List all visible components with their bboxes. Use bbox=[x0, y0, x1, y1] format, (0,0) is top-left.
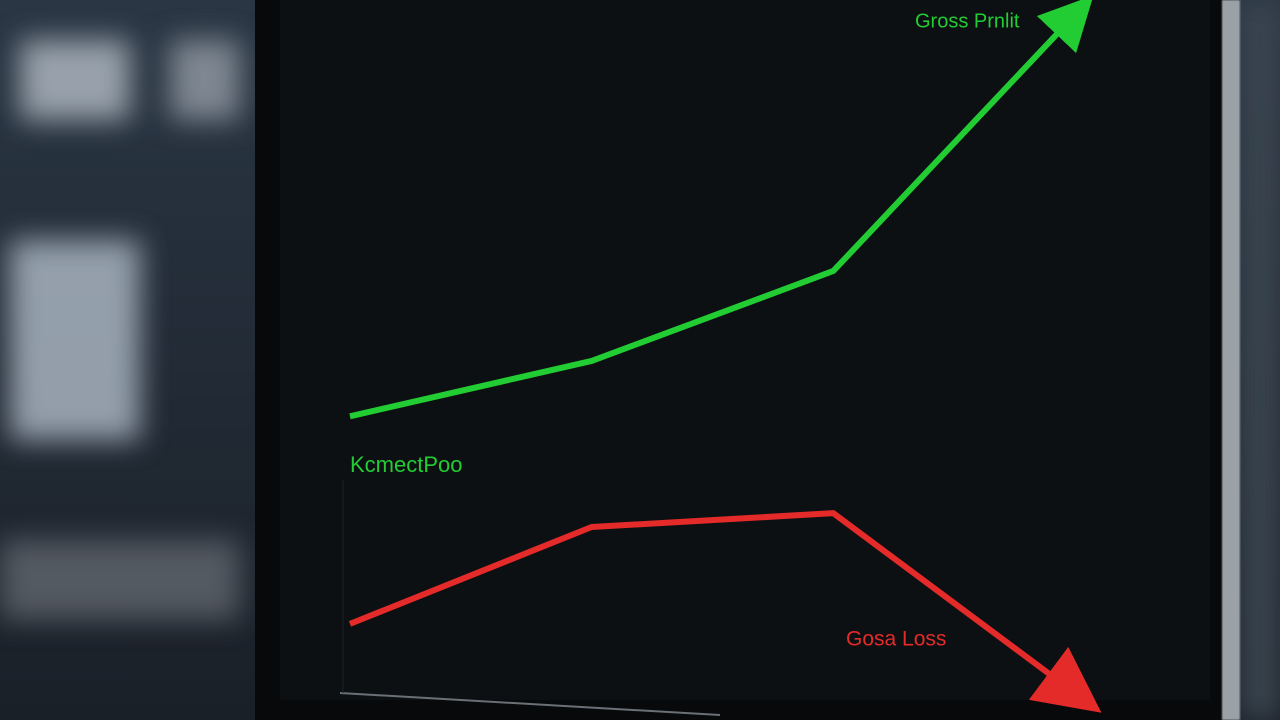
plot bbox=[348, 0, 1102, 713]
monitor bbox=[255, 0, 1240, 720]
series-label: Gross Prnlit bbox=[915, 10, 1020, 32]
series-line bbox=[348, 510, 1102, 713]
series-label: Gosa Loss bbox=[846, 628, 946, 651]
annotation: KcmectPoo bbox=[350, 452, 463, 477]
series-line bbox=[349, 0, 1094, 420]
